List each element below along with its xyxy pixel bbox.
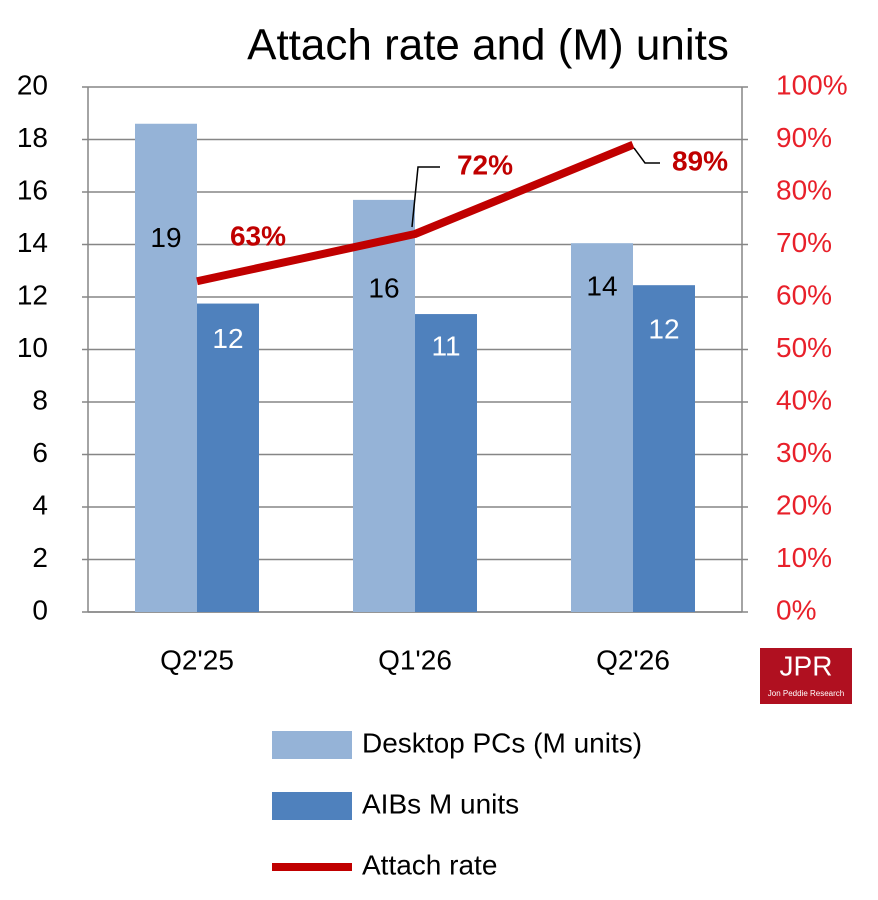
- bar-value-label: 16: [368, 272, 399, 303]
- chart-title: Attach rate and (M) units: [247, 21, 729, 70]
- y2-tick-label: 100%: [776, 69, 848, 100]
- legend-label: Attach rate: [362, 849, 497, 880]
- logo: JPR Jon Peddie Research: [760, 648, 852, 704]
- bar-value-label: 11: [431, 330, 460, 361]
- y-tick-label: 2: [32, 542, 48, 573]
- y2-tick-label: 50%: [776, 332, 832, 363]
- bar: [135, 123, 197, 612]
- y2-tick-label: 30%: [776, 437, 832, 468]
- y-tick-label: 6: [32, 437, 48, 468]
- y-tick-label: 10: [17, 332, 48, 363]
- y2-tick-label: 20%: [776, 489, 832, 520]
- y-tick-label: 8: [32, 384, 48, 415]
- y-tick-label: 12: [17, 279, 48, 310]
- y-tick-label: 18: [17, 122, 48, 153]
- bar: [571, 243, 633, 612]
- legend-swatch: [272, 792, 352, 820]
- y2-tick-label: 70%: [776, 227, 832, 258]
- legend-label: Desktop PCs (M units): [362, 727, 642, 758]
- line-value-label: 89%: [672, 145, 728, 176]
- x-tick-label: Q2'26: [596, 644, 670, 675]
- y-tick-label: 4: [32, 489, 48, 520]
- line-value-label: 72%: [457, 149, 513, 180]
- logo-text: JPR: [780, 650, 833, 681]
- y-tick-label: 0: [32, 594, 48, 625]
- line: [196, 141, 635, 286]
- bar: [633, 285, 695, 612]
- bar-value-label: 14: [586, 271, 617, 302]
- y-tick-label: 14: [17, 227, 48, 258]
- y2-tick-label: 0%: [776, 594, 816, 625]
- bar: [415, 314, 477, 612]
- bar-value-label: 19: [150, 222, 181, 253]
- x-tick-label: Q2'25: [160, 644, 234, 675]
- y2-tick-label: 90%: [776, 122, 832, 153]
- y2-tick-label: 10%: [776, 542, 832, 573]
- bar: [197, 303, 259, 612]
- leader-line: [633, 147, 660, 164]
- bar: [353, 199, 415, 612]
- bar-value-label: 12: [648, 314, 679, 345]
- legend-swatch: [272, 731, 352, 759]
- line-value-label: 63%: [230, 220, 286, 251]
- legend-label: AIBs M units: [362, 788, 519, 819]
- y-tick-label: 16: [17, 174, 48, 205]
- y-tick-label: 20: [17, 69, 48, 100]
- bar-value-label: 12: [212, 323, 243, 354]
- y2-tick-label: 40%: [776, 384, 832, 415]
- logo-box: [760, 648, 852, 704]
- y2-tick-label: 80%: [776, 174, 832, 205]
- y2-tick-label: 60%: [776, 279, 832, 310]
- leader-line: [411, 166, 440, 228]
- x-tick-label: Q1'26: [378, 644, 452, 675]
- logo-subtext: Jon Peddie Research: [768, 689, 845, 698]
